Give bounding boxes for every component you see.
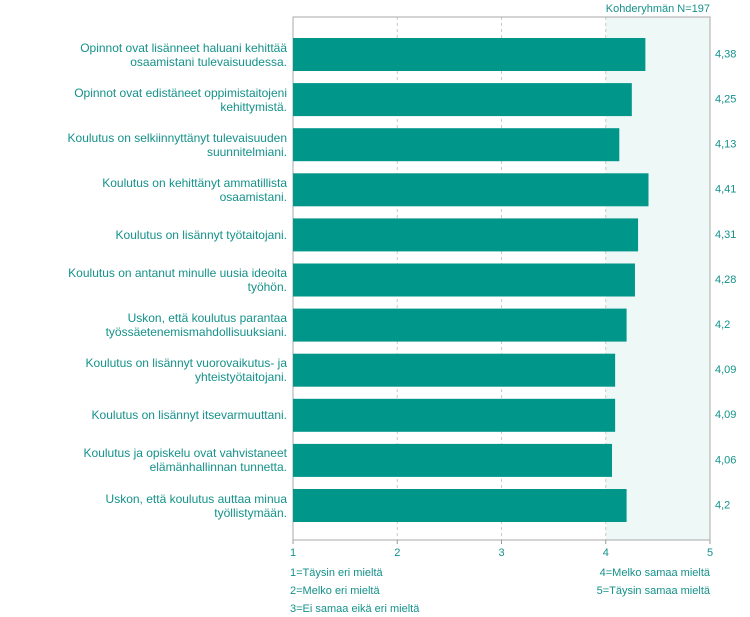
bar	[293, 398, 616, 432]
scale-legend-item: 4=Melko samaa mieltä	[599, 567, 710, 579]
category-label: Koulutus ja opiskelu ovat vahvistaneet e…	[83, 446, 287, 475]
value-label: 4,09	[715, 409, 736, 421]
category-label: Opinnot ovat lisänneet haluani kehittää …	[80, 40, 287, 69]
category-label: Uskon, että koulutus auttaa minua työlli…	[105, 491, 287, 520]
value-label: 4,25	[715, 94, 736, 106]
x-tick-label: 2	[394, 547, 400, 559]
scale-legend-item: 2=Melko eri mieltä	[290, 585, 380, 597]
scale-legend-item: 5=Täysin samaa mieltä	[596, 585, 710, 597]
category-label: Uskon, että koulutus parantaa työssäeten…	[105, 311, 287, 340]
bar	[293, 128, 620, 162]
x-tick-label: 4	[603, 547, 609, 559]
x-tick-label: 1	[290, 547, 296, 559]
sample-size-note: Kohderyhmän N=197	[605, 3, 710, 15]
value-label: 4,13	[715, 139, 736, 151]
bar	[293, 489, 627, 522]
value-label: 4,2	[715, 499, 730, 511]
value-label: 4,09	[715, 364, 736, 376]
x-tick-label: 3	[498, 547, 504, 559]
bar	[293, 83, 632, 117]
bar	[293, 308, 627, 342]
bar	[293, 443, 613, 477]
value-label: 4,38	[715, 48, 736, 60]
scale-legend-item: 3=Ei samaa eikä eri mieltä	[290, 603, 420, 615]
x-tick-label: 5	[707, 547, 713, 559]
value-label: 4,06	[715, 454, 736, 466]
category-label: Koulutus on kehittänyt ammatillista osaa…	[102, 175, 287, 204]
value-label: 4,31	[715, 229, 736, 241]
category-label: Koulutus on antanut minulle uusia ideoit…	[68, 266, 287, 294]
value-label: 4,41	[715, 184, 736, 196]
category-label: Opinnot ovat edistäneet oppimistaitojeni…	[74, 85, 287, 114]
bar	[293, 173, 649, 207]
bar	[293, 218, 639, 252]
category-label: Koulutus on lisännyt työtaitojani.	[115, 227, 287, 242]
category-label: Koulutus on lisännyt itsevarmuuttani.	[91, 408, 287, 423]
bar	[293, 353, 616, 387]
bar	[293, 263, 635, 297]
value-label: 4,2	[715, 319, 730, 331]
category-label: Koulutus on selkiinnyttänyt tulevaisuude…	[67, 130, 287, 159]
category-label: Koulutus on lisännyt vuorovaikutus- ja y…	[85, 356, 287, 385]
value-label: 4,28	[715, 274, 736, 286]
scale-legend-item: 1=Täysin eri mieltä	[290, 567, 383, 579]
bar	[293, 38, 646, 71]
